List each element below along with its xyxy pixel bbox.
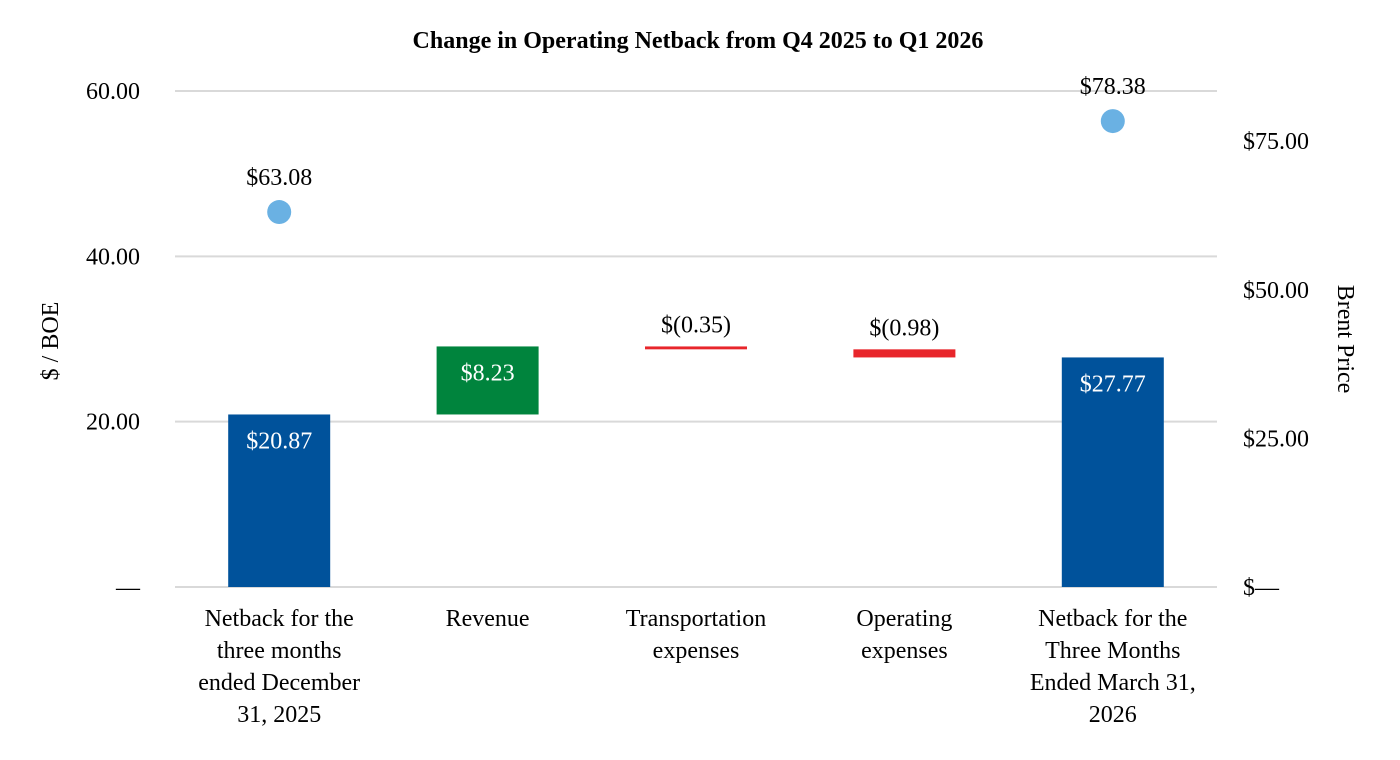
waterfall-bar <box>1061 357 1164 587</box>
x-category-label: Netback for the <box>205 606 354 632</box>
x-category-label: Transportation <box>626 606 766 632</box>
brent-point <box>267 200 292 225</box>
bars <box>228 346 1164 587</box>
y-tick-label: 40.00 <box>86 244 140 270</box>
waterfall-bar <box>853 349 956 358</box>
y2-axis-title: Brent Price <box>1332 285 1358 394</box>
x-category-label: 31, 2025 <box>237 702 321 728</box>
y-tick-label: 60.00 <box>86 79 140 105</box>
brent-point-label: $78.38 <box>1080 74 1146 100</box>
y2-tick-label: $— <box>1243 575 1280 601</box>
x-category-label: expenses <box>653 638 740 664</box>
x-category-label: three months <box>217 638 342 664</box>
bar-value-label: $20.87 <box>246 428 312 454</box>
y-tick-label: 20.00 <box>86 410 140 436</box>
chart-title: Change in Operating Netback from Q4 2025… <box>413 28 984 54</box>
waterfall-bar <box>228 414 331 587</box>
brent-points <box>267 109 1125 225</box>
y2-tick-label: $75.00 <box>1243 129 1309 155</box>
y-tick-label: — <box>115 575 141 601</box>
x-category-label: 2026 <box>1089 702 1137 728</box>
y-axis-title: $ / BOE <box>38 302 64 381</box>
x-category-label: ended December <box>198 670 360 696</box>
brent-point-label: $63.08 <box>246 165 312 191</box>
x-category-label: Netback for the <box>1038 606 1187 632</box>
y2-tick-label: $25.00 <box>1243 426 1309 452</box>
x-category-label: Three Months <box>1045 638 1180 664</box>
bar-value-label: $27.77 <box>1080 371 1146 397</box>
x-category-label: Revenue <box>446 606 530 632</box>
labels: Change in Operating Netback from Q4 2025… <box>38 28 1358 728</box>
bar-value-label: $(0.98) <box>869 315 939 341</box>
waterfall-bar <box>645 346 747 350</box>
y2-tick-label: $50.00 <box>1243 278 1309 304</box>
gridlines <box>175 90 1217 588</box>
bar-value-label: $8.23 <box>461 360 515 386</box>
x-category-label: Ended March 31, <box>1030 670 1196 696</box>
bar-value-label: $(0.35) <box>661 312 731 338</box>
x-category-label: expenses <box>861 638 948 664</box>
waterfall-bar <box>436 346 539 415</box>
brent-point <box>1100 109 1125 134</box>
x-category-label: Operating <box>856 606 952 632</box>
